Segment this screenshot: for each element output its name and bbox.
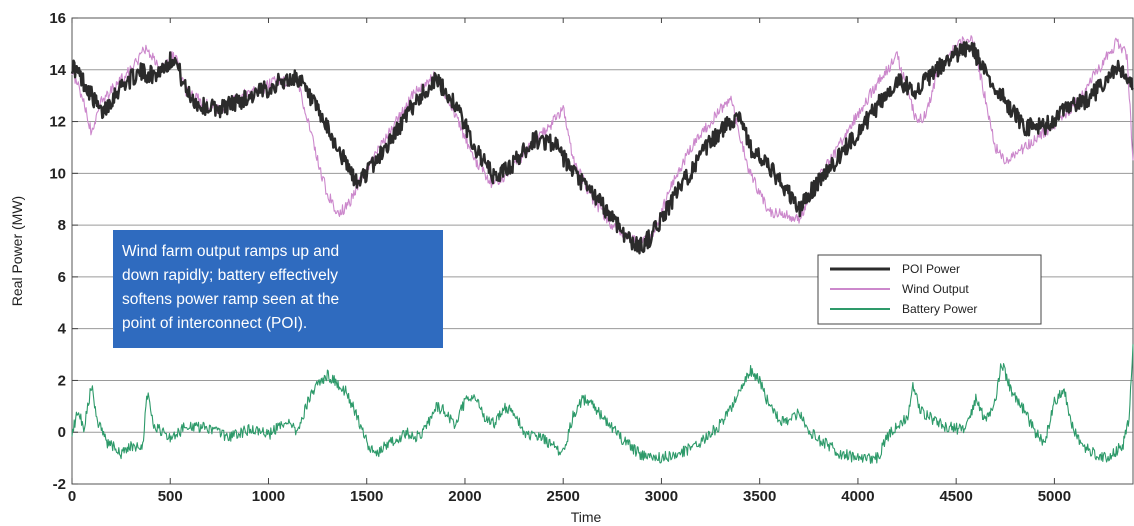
series-lines <box>70 35 1134 464</box>
callout-line-2: down rapidly; battery effectively <box>122 267 338 284</box>
legend-label-poi-power: POI Power <box>902 262 960 276</box>
callout-box: Wind farm output ramps up and down rapid… <box>113 230 443 348</box>
callout-background <box>113 230 443 348</box>
y-tick-label: 0 <box>58 424 66 441</box>
series-line-wind-output <box>71 35 1134 248</box>
x-tick-label: 0 <box>68 488 76 505</box>
y-tick-label: 12 <box>49 114 66 131</box>
legend-label-battery-power: Battery Power <box>902 302 977 316</box>
x-tick-label: 4000 <box>841 488 874 505</box>
y-tick-label: 2 <box>58 372 66 389</box>
y-tick-label: 16 <box>49 10 66 27</box>
x-tick-label: 5000 <box>1038 488 1071 505</box>
x-tick-labels: 0 500 1000 1500 2000 2500 3000 3500 4000 4500 5000 <box>68 488 1071 505</box>
x-tick-label: 1500 <box>350 488 383 505</box>
y-axis-title: Real Power (MW) <box>9 196 25 306</box>
legend: POI Power Wind Output Battery Power <box>817 254 1042 325</box>
plot-frame <box>71 17 1134 485</box>
y-tick-label: 6 <box>58 269 66 286</box>
x-axis-title: Time <box>571 509 602 525</box>
y-tick-label: -2 <box>53 476 66 493</box>
y-tick-label: 8 <box>58 217 66 234</box>
series-line-poi-power <box>70 41 1134 255</box>
callout-line-4: point of interconnect (POI). <box>122 315 307 332</box>
series-line-battery-power <box>71 344 1134 464</box>
x-tick-label: 1000 <box>252 488 285 505</box>
x-tick-label: 2000 <box>448 488 481 505</box>
y-tick-label: 10 <box>49 165 66 182</box>
callout-line-3: softens power ramp seen at the <box>122 291 339 308</box>
y-tick-label: 4 <box>58 321 67 338</box>
legend-label-wind-output: Wind Output <box>902 282 969 296</box>
y-tick-label: 14 <box>49 62 66 79</box>
callout-line-1: Wind farm output ramps up and <box>122 243 339 260</box>
y-tick-labels: -2 0 2 4 6 8 10 12 14 16 <box>49 10 66 493</box>
x-tick-label: 4500 <box>939 488 972 505</box>
x-tick-label: 3500 <box>743 488 776 505</box>
x-tick-label: 2500 <box>547 488 580 505</box>
x-tick-label: 500 <box>158 488 183 505</box>
x-tick-label: 3000 <box>645 488 678 505</box>
